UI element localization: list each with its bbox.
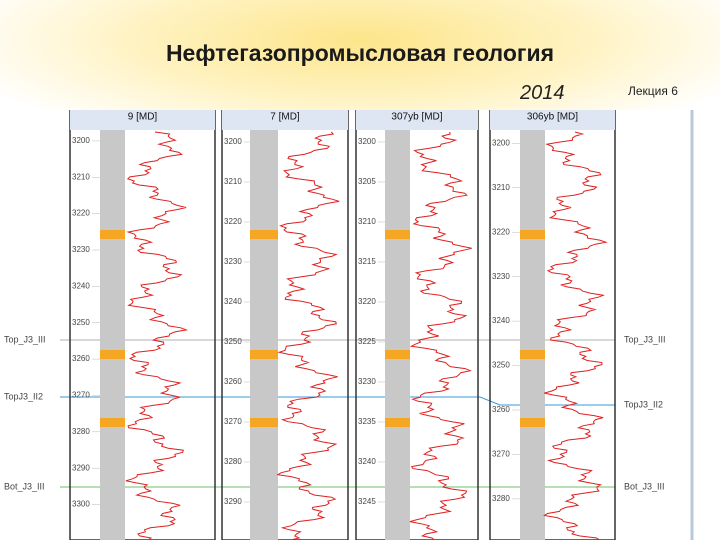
depth-label: 3200 <box>492 138 510 147</box>
log-curve <box>543 131 608 540</box>
depth-label: 3270 <box>72 391 90 400</box>
depth-label: 3280 <box>72 427 90 436</box>
marker-label: Bot_J3_III <box>4 481 45 491</box>
well-panel <box>489 110 616 540</box>
depth-label: 3290 <box>224 497 242 506</box>
lithology-column <box>520 130 545 540</box>
depth-label: 3240 <box>72 281 90 290</box>
depth-label: 3280 <box>224 457 242 466</box>
marker-label: Bot_J3_III <box>624 481 665 491</box>
depth-label: 3235 <box>358 417 376 426</box>
well-header <box>222 110 348 130</box>
depth-label: 3245 <box>358 497 376 506</box>
reservoir-zone <box>385 418 410 427</box>
depth-label: 3200 <box>72 136 90 145</box>
well-name: 7 [MD] <box>270 112 300 123</box>
well-name: 307yb [MD] <box>391 112 442 123</box>
lecture-label: Лекция 6 <box>628 84 678 98</box>
depth-label: 3220 <box>224 217 242 226</box>
marker-label: TopJ3_II2 <box>4 391 43 401</box>
depth-label: 3260 <box>224 377 242 386</box>
reservoir-zone <box>520 418 545 427</box>
reservoir-zone <box>520 350 545 359</box>
well-panel <box>355 110 479 540</box>
marker-label: TopJ3_II2 <box>624 399 663 409</box>
depth-label: 3300 <box>72 500 90 509</box>
well-name: 306yb [MD] <box>527 112 578 123</box>
log-curve <box>409 131 472 540</box>
depth-label: 3260 <box>492 405 510 414</box>
depth-label: 3230 <box>72 245 90 254</box>
log-curve <box>276 131 340 540</box>
depth-label: 3230 <box>358 377 376 386</box>
reservoir-zone <box>100 418 125 427</box>
depth-label: 3280 <box>492 494 510 503</box>
depth-label: 3240 <box>224 297 242 306</box>
well-name: 9 [MD] <box>128 112 158 123</box>
reservoir-zone <box>385 350 410 359</box>
depth-label: 3220 <box>492 227 510 236</box>
well-panel <box>221 110 349 540</box>
depth-label: 3205 <box>358 177 376 186</box>
depth-label: 3230 <box>224 257 242 266</box>
depth-label: 3240 <box>492 316 510 325</box>
depth-label: 3250 <box>72 318 90 327</box>
depth-label: 3210 <box>72 172 90 181</box>
reservoir-zone <box>385 230 410 239</box>
well-header <box>356 110 478 130</box>
marker-label: Top_J3_III <box>624 334 666 344</box>
depth-label: 3200 <box>358 137 376 146</box>
lithology-column <box>250 130 278 540</box>
depth-label: 3225 <box>358 337 376 346</box>
well-panel <box>69 110 216 540</box>
reservoir-zone <box>100 230 125 239</box>
log-curve <box>125 131 189 540</box>
depth-label: 3230 <box>492 272 510 281</box>
depth-label: 3210 <box>492 183 510 192</box>
depth-label: 3250 <box>224 337 242 346</box>
depth-label: 3220 <box>358 297 376 306</box>
year: 2014 <box>520 82 565 104</box>
reservoir-zone <box>250 350 278 359</box>
lithology-column <box>385 130 410 540</box>
depth-label: 3290 <box>72 463 90 472</box>
reservoir-zone <box>100 350 125 359</box>
reservoir-zone <box>520 230 545 239</box>
depth-label: 3210 <box>358 217 376 226</box>
depth-label: 3240 <box>358 457 376 466</box>
reservoir-zone <box>250 418 278 427</box>
well-correlation: 9 [MD] 3200 3210 3220 3230 3240 3250 3260 3270 32… <box>0 110 694 540</box>
marker-label: Top_J3_III <box>4 334 46 344</box>
slide-title: Нефтегазопромысловая геология <box>165 40 555 66</box>
depth-label: 3215 <box>358 257 376 266</box>
depth-label: 3250 <box>492 361 510 370</box>
well-header <box>490 110 615 130</box>
reservoir-zone <box>250 230 278 239</box>
depth-label: 3220 <box>72 209 90 218</box>
lithology-column <box>100 130 125 540</box>
well-header <box>70 110 215 130</box>
depth-label: 3200 <box>224 137 242 146</box>
depth-label: 3270 <box>224 417 242 426</box>
depth-label: 3260 <box>72 354 90 363</box>
depth-label: 3270 <box>492 450 510 459</box>
depth-label: 3210 <box>224 177 242 186</box>
